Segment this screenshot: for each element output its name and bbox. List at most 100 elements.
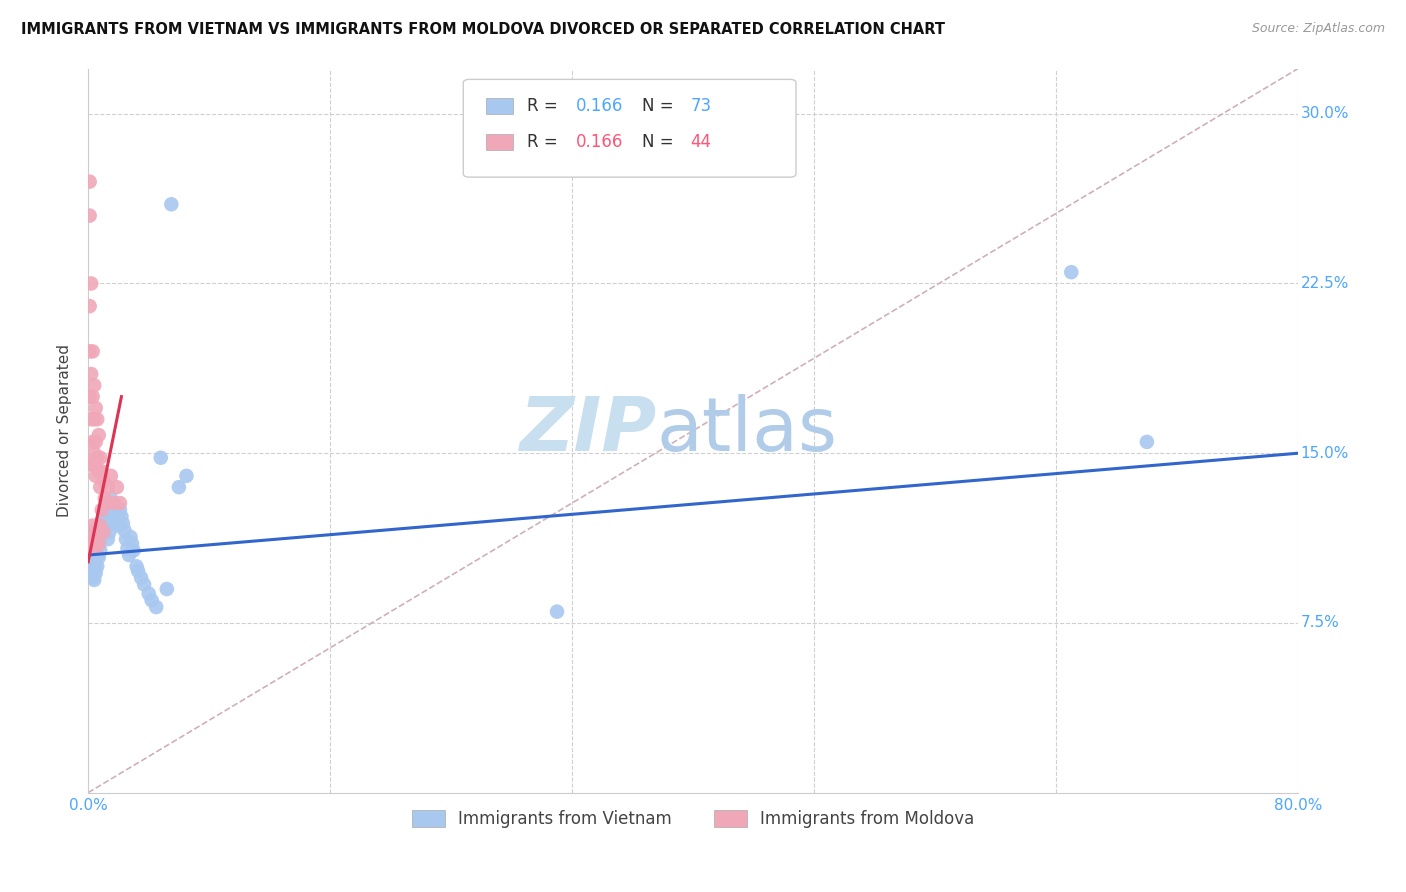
Point xyxy=(117,541,139,556)
Point xyxy=(87,428,110,442)
Point xyxy=(105,480,128,494)
Point xyxy=(176,468,198,483)
Point xyxy=(108,496,131,510)
Point xyxy=(90,527,112,541)
Point xyxy=(89,450,111,465)
Y-axis label: Divorced or Separated: Divorced or Separated xyxy=(58,344,72,517)
FancyBboxPatch shape xyxy=(486,135,513,151)
Text: ZIP: ZIP xyxy=(520,394,657,467)
Point xyxy=(83,539,105,553)
Point xyxy=(82,518,104,533)
Point xyxy=(84,434,107,449)
Point xyxy=(82,434,104,449)
Point xyxy=(80,367,103,381)
Point xyxy=(90,514,112,528)
Point xyxy=(89,480,111,494)
Point xyxy=(156,582,179,596)
Point xyxy=(122,543,145,558)
Point xyxy=(87,550,110,565)
Point xyxy=(96,509,118,524)
Point xyxy=(86,548,108,562)
Point xyxy=(87,464,110,478)
Text: R =: R = xyxy=(527,97,564,115)
Text: 44: 44 xyxy=(690,134,711,152)
Point xyxy=(132,577,155,591)
Point xyxy=(82,390,104,404)
Point xyxy=(145,600,167,615)
Point xyxy=(86,537,108,551)
Point xyxy=(97,532,120,546)
Point xyxy=(96,496,118,510)
Point xyxy=(104,503,127,517)
Point xyxy=(79,390,101,404)
Point xyxy=(80,532,103,546)
Point xyxy=(79,175,101,189)
Point xyxy=(1136,434,1159,449)
Point xyxy=(86,412,108,426)
Point xyxy=(80,564,103,578)
Point xyxy=(86,559,108,574)
Text: 15.0%: 15.0% xyxy=(1301,446,1348,460)
Point xyxy=(91,523,114,537)
Point xyxy=(129,571,152,585)
Point xyxy=(103,496,125,510)
Point xyxy=(97,518,120,533)
Point xyxy=(1060,265,1083,279)
Point xyxy=(84,566,107,581)
Point xyxy=(100,505,122,519)
Point xyxy=(138,586,160,600)
Point xyxy=(84,555,107,569)
Point xyxy=(87,525,110,540)
Point xyxy=(101,509,124,524)
Point xyxy=(100,468,122,483)
Point xyxy=(111,516,134,531)
Point xyxy=(89,518,111,533)
Point xyxy=(84,401,107,415)
Point xyxy=(82,571,104,585)
Point xyxy=(118,548,141,562)
Text: 0.166: 0.166 xyxy=(576,134,623,152)
Point xyxy=(167,480,190,494)
Point xyxy=(96,496,118,510)
Point xyxy=(80,552,103,566)
Point xyxy=(125,559,148,574)
Point xyxy=(90,464,112,478)
Point xyxy=(127,564,149,578)
Point xyxy=(121,537,143,551)
Point xyxy=(91,525,114,540)
Point xyxy=(83,573,105,587)
FancyBboxPatch shape xyxy=(486,98,513,114)
Point xyxy=(149,450,172,465)
Point xyxy=(91,474,114,488)
Point xyxy=(97,480,120,494)
Point xyxy=(79,344,101,359)
Text: atlas: atlas xyxy=(657,394,838,467)
Point xyxy=(94,503,117,517)
Point xyxy=(83,527,105,541)
Point xyxy=(82,557,104,571)
Point xyxy=(103,516,125,531)
Point xyxy=(110,509,132,524)
Point xyxy=(79,525,101,540)
Legend: Immigrants from Vietnam, Immigrants from Moldova: Immigrants from Vietnam, Immigrants from… xyxy=(405,804,981,835)
Point xyxy=(80,412,103,426)
Point xyxy=(105,512,128,526)
Point xyxy=(86,523,108,537)
Point xyxy=(83,550,105,565)
Text: Source: ZipAtlas.com: Source: ZipAtlas.com xyxy=(1251,22,1385,36)
Point xyxy=(79,541,101,556)
Point xyxy=(115,532,138,546)
Point xyxy=(108,503,131,517)
Point xyxy=(160,197,183,211)
Point xyxy=(94,516,117,531)
Point xyxy=(82,546,104,560)
Text: N =: N = xyxy=(643,97,679,115)
Point xyxy=(89,518,111,533)
Point xyxy=(83,412,105,426)
Point xyxy=(83,561,105,575)
Point xyxy=(82,458,104,472)
Point xyxy=(83,532,105,546)
Point xyxy=(84,530,107,544)
Point xyxy=(86,525,108,540)
Point xyxy=(84,543,107,558)
